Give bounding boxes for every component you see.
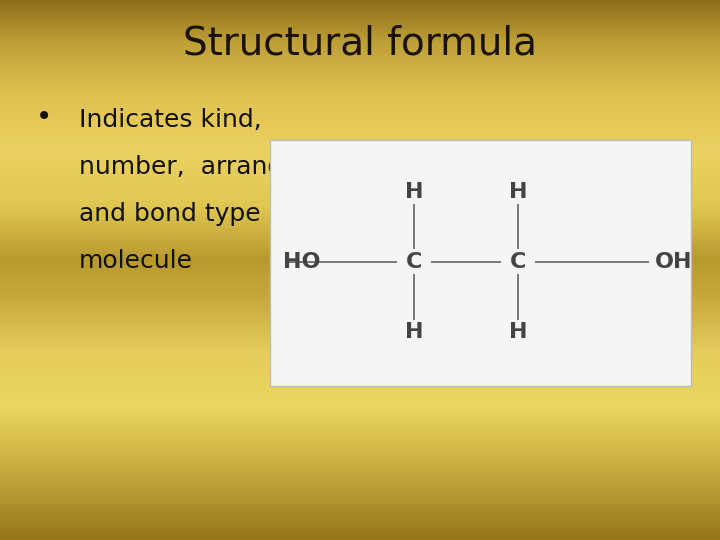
Text: HO: HO (283, 252, 320, 272)
Text: Indicates kind,: Indicates kind, (79, 108, 262, 132)
Text: OH: OH (655, 252, 693, 272)
Text: molecule: molecule (79, 249, 193, 273)
Text: and bond type in a: and bond type in a (79, 202, 315, 226)
Text: H: H (405, 322, 423, 342)
FancyBboxPatch shape (270, 140, 691, 386)
Text: C: C (406, 252, 422, 272)
Text: H: H (509, 322, 528, 342)
Text: C: C (510, 252, 526, 272)
Text: number,  arrangement,: number, arrangement, (79, 155, 372, 179)
Text: Structural formula: Structural formula (183, 24, 537, 62)
Text: H: H (509, 181, 528, 202)
Text: H: H (405, 181, 423, 202)
Text: •: • (36, 103, 53, 131)
